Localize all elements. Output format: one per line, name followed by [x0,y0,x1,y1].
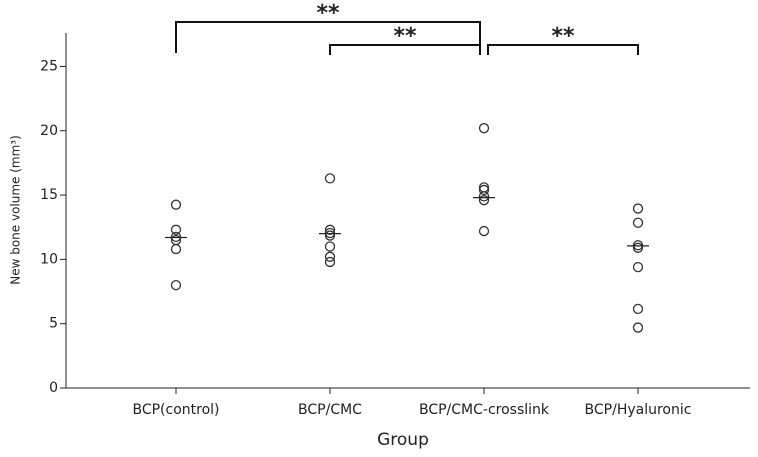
x-tick-label: BCP(control) [132,402,219,418]
data-point [632,303,644,315]
significance-bracket [487,44,639,55]
significance-bracket [175,21,481,53]
data-point [170,224,182,235]
data-point [478,225,490,237]
data-point [632,217,644,228]
y-tick-label: 5 [49,316,58,332]
y-tick-label: 10 [40,251,58,267]
x-tick-label: BCP/CMC [298,402,362,418]
data-point [324,173,336,184]
data-point [632,242,644,253]
data-point [632,203,644,214]
significance-label: ** [316,1,340,26]
data-point [478,195,490,206]
data-point [478,191,490,202]
significance-label: ** [551,24,575,49]
data-point [632,322,644,333]
y-axis-label: New bone volume (mm³) [9,135,23,285]
data-point [324,230,336,241]
data-point [170,279,182,291]
data-point [632,261,644,273]
data-point [324,241,336,252]
significance-label: ** [393,24,417,49]
x-tick-label: BCP/CMC-crosslink [419,402,550,418]
data-point [170,199,182,210]
y-tick-label: 20 [40,123,58,139]
significance-bracket [329,44,481,55]
y-tick-label: 25 [40,58,58,74]
x-axis-label: Group [377,430,429,450]
data-point [170,243,182,255]
data-point [324,251,336,262]
data-point [324,256,336,268]
data-point [478,184,490,196]
data-point [478,123,490,134]
y-tick-label: 0 [49,380,58,396]
x-tick-label: BCP/Hyaluronic [585,402,692,418]
y-tick-label: 15 [40,187,58,203]
